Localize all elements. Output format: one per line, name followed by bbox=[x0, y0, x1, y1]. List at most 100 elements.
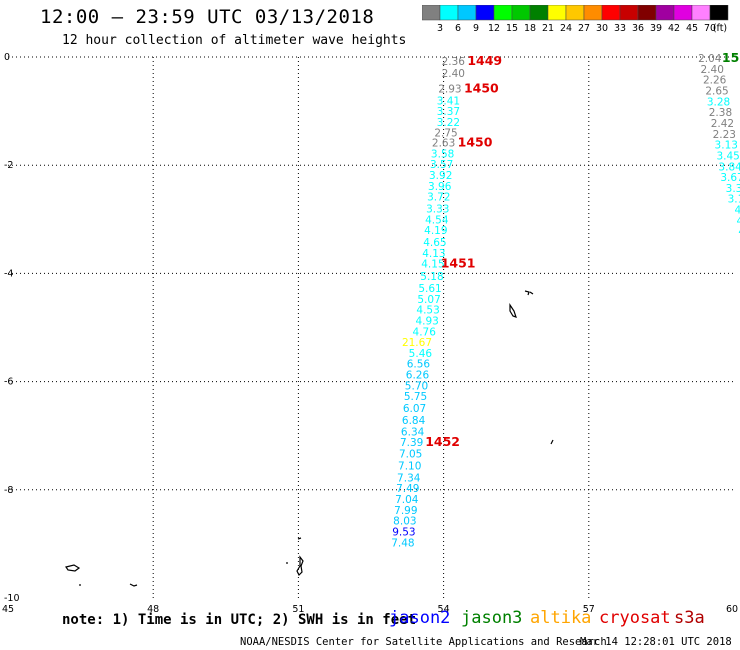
colorbar-label: 42 bbox=[668, 23, 680, 34]
y-tick-label: -6 bbox=[4, 377, 13, 388]
swh-value-right: 2.04 bbox=[698, 53, 722, 65]
map-subtitle: 12 hour collection of altimeter wave hei… bbox=[62, 33, 407, 48]
satellite-cryosat: cryosat bbox=[599, 608, 671, 628]
swh-value-right: 3.45 bbox=[716, 150, 739, 162]
pass-time-label: 1450 bbox=[458, 134, 493, 149]
swh-value-main: 3.92 bbox=[429, 170, 452, 182]
colorbar-label: 12 bbox=[488, 23, 500, 34]
satellite-s3a: s3a bbox=[674, 608, 705, 628]
pass-time-label: 1452 bbox=[425, 434, 460, 449]
swh-value-main: 7.99 bbox=[394, 505, 417, 517]
x-tick-label: 48 bbox=[147, 604, 159, 612]
swh-value-main: 4.15 bbox=[421, 259, 444, 271]
colorbar-legend: 3 6 9 12 15 18 21 24 27 30 33 36 39 42 45 70(ft) bbox=[422, 5, 729, 34]
swh-value-main: 7.34 bbox=[397, 472, 421, 484]
swh-value-right: 4 bbox=[736, 215, 740, 227]
swh-value-main: 5.46 bbox=[409, 348, 433, 360]
y-tick-label: -4 bbox=[4, 268, 13, 279]
y-tick-label: -10 bbox=[4, 593, 20, 604]
swh-value-main: 9.53 bbox=[392, 526, 415, 538]
swh-value-main: 6.56 bbox=[407, 359, 431, 371]
swh-value-main: 3.41 bbox=[437, 95, 460, 107]
x-tick-label: 51 bbox=[292, 604, 304, 612]
satellite-altika: altika bbox=[530, 608, 592, 628]
satellite-jason3: jason3 bbox=[461, 608, 523, 628]
swh-value-main: 2.36 bbox=[442, 56, 466, 68]
colorbar-label: 30 bbox=[596, 23, 608, 34]
colorbar-label: (ft) bbox=[713, 23, 727, 34]
swh-value-right: 4 bbox=[735, 205, 740, 217]
colorbar-label: 33 bbox=[614, 23, 626, 34]
swh-value-main: 7.39 bbox=[400, 437, 423, 449]
swh-value-main: 3.96 bbox=[428, 181, 452, 193]
swh-value-main: 3.72 bbox=[427, 192, 450, 204]
x-tick-label: 45 bbox=[2, 604, 14, 612]
note-text: note: 1) Time is in UTC; 2) SWH is in fe… bbox=[62, 612, 417, 628]
y-tick-label: 0 bbox=[4, 52, 10, 63]
swh-value-main: 5.61 bbox=[418, 283, 441, 295]
swh-value-right: 2.38 bbox=[709, 107, 732, 119]
island-tanzania-coast bbox=[65, 564, 81, 572]
swh-value-main: 7.48 bbox=[391, 537, 414, 549]
swh-value-main: 2.40 bbox=[442, 68, 465, 80]
swh-value-main: 6.26 bbox=[406, 370, 430, 382]
swh-value-right: 3.84 bbox=[718, 161, 740, 173]
colorbar-label: 36 bbox=[632, 23, 644, 34]
colorbar-label: 3 bbox=[437, 23, 443, 34]
pass-time-label: 1451 bbox=[441, 256, 476, 271]
island-seychelles bbox=[524, 290, 534, 296]
colorbar-label: 27 bbox=[578, 23, 590, 34]
swh-value-main: 3.57 bbox=[430, 159, 453, 171]
swh-value-main: 3.22 bbox=[437, 117, 460, 129]
colorbar-label: 39 bbox=[650, 23, 662, 34]
x-tick-label: 57 bbox=[583, 604, 595, 612]
colorbar-label: 9 bbox=[473, 23, 479, 34]
colorbar-label: 70 bbox=[704, 23, 716, 34]
swh-value-main: 3.33 bbox=[426, 203, 449, 215]
y-tick-label: -8 bbox=[4, 485, 13, 496]
swh-value-main: 8.03 bbox=[393, 516, 416, 528]
swh-value-main: 2.75 bbox=[434, 128, 457, 140]
swh-value-main: 7.10 bbox=[398, 460, 421, 472]
swh-value-right: 3.67 bbox=[720, 172, 740, 184]
swh-value-main: 7.49 bbox=[396, 483, 419, 495]
swh-value-main: 21.67 bbox=[402, 337, 432, 349]
swh-value-main: 2.93 bbox=[438, 83, 461, 95]
swh-value-main: 5.70 bbox=[405, 380, 428, 392]
colorbar-label: 18 bbox=[524, 23, 536, 34]
satellite-jason2: jason2 bbox=[389, 608, 451, 628]
colorbar-label: 6 bbox=[455, 23, 461, 34]
swh-value-main: 6.07 bbox=[403, 403, 426, 415]
swh-value-right: 3.1 bbox=[728, 194, 740, 206]
swh-value-right: 2.40 bbox=[701, 64, 724, 76]
swh-value-right: 4 bbox=[738, 226, 740, 238]
swh-value-main: 4.53 bbox=[416, 305, 439, 317]
footer-date: Mar 14 12:28:01 UTC 2018 bbox=[580, 636, 732, 648]
swh-value-main: 7.04 bbox=[395, 494, 419, 506]
swh-value-right: 2.65 bbox=[705, 86, 728, 98]
colorbar-label: 21 bbox=[542, 23, 554, 34]
colorbar-label: 15 bbox=[506, 23, 518, 34]
colorbar-swatch bbox=[709, 5, 729, 21]
swh-value-right: 2.23 bbox=[713, 129, 736, 141]
swh-value-main: 3.58 bbox=[431, 148, 454, 160]
x-tick-label: 60 bbox=[726, 604, 738, 612]
island-comoros bbox=[296, 555, 304, 577]
swh-value-main: 4.65 bbox=[423, 237, 446, 249]
swh-value-main: 4.19 bbox=[424, 225, 447, 237]
swh-value-main: 2.63 bbox=[432, 137, 455, 149]
island-coetivy bbox=[550, 439, 554, 445]
swh-value-right: 3.13 bbox=[715, 140, 738, 152]
swh-value-main: 5.18 bbox=[420, 271, 443, 283]
pass-time-label: 152 bbox=[722, 50, 740, 65]
footer-credit: NOAA/NESDIS Center for Satellite Applica… bbox=[240, 636, 607, 648]
swh-value-main: 7.05 bbox=[399, 449, 422, 461]
swh-value-right: 2.26 bbox=[703, 75, 727, 87]
colorbar-label: 45 bbox=[686, 23, 698, 34]
x-tick-label: 54 bbox=[438, 604, 450, 612]
island-small-3 bbox=[297, 537, 302, 540]
swh-value-main: 4.13 bbox=[422, 248, 445, 260]
swh-value-main: 4.54 bbox=[425, 214, 449, 226]
island-small-2 bbox=[129, 583, 138, 587]
swh-value-main: 5.07 bbox=[417, 294, 440, 306]
